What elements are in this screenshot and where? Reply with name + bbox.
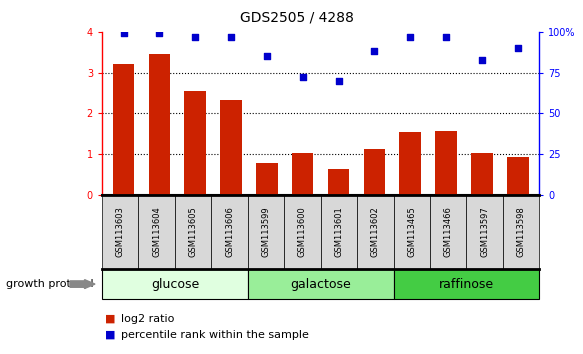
Text: GSM113603: GSM113603 [116,206,125,257]
Text: percentile rank within the sample: percentile rank within the sample [121,330,308,339]
Bar [328,169,349,195]
Text: galactose: galactose [290,278,351,291]
Bar [113,64,134,195]
Bar [436,131,457,195]
Bar [507,157,529,195]
Bar [471,153,493,195]
Text: GDS2505 / 4288: GDS2505 / 4288 [240,11,354,25]
Text: glucose: glucose [151,278,199,291]
Text: ■: ■ [105,330,115,339]
Text: GSM113600: GSM113600 [298,206,307,257]
Text: ■: ■ [105,314,115,324]
Text: raffinose: raffinose [439,278,494,291]
Point [477,57,487,62]
Point [154,31,164,36]
Point [441,34,451,40]
Text: GSM113465: GSM113465 [408,206,416,257]
Point [370,48,379,54]
Point [334,78,343,84]
Text: growth protocol: growth protocol [6,279,93,289]
Bar [364,149,385,195]
Point [298,75,307,80]
Text: GSM113601: GSM113601 [335,206,343,257]
Text: log2 ratio: log2 ratio [121,314,174,324]
Point [262,53,272,59]
Point [191,34,200,40]
Text: GSM113606: GSM113606 [225,206,234,257]
Bar [292,153,314,195]
Bar [184,91,206,195]
Bar [256,163,278,195]
Bar [399,132,421,195]
Text: GSM113602: GSM113602 [371,206,380,257]
Point [226,34,236,40]
Bar [149,54,170,195]
Text: GSM113466: GSM113466 [444,206,452,257]
Point [119,31,128,36]
Text: GSM113605: GSM113605 [189,206,198,257]
Point [513,45,522,51]
Text: GSM113598: GSM113598 [517,206,525,257]
Text: GSM113599: GSM113599 [262,206,271,257]
Bar [220,100,242,195]
Text: GSM113597: GSM113597 [480,206,489,257]
Text: GSM113604: GSM113604 [152,206,161,257]
Point [406,34,415,40]
